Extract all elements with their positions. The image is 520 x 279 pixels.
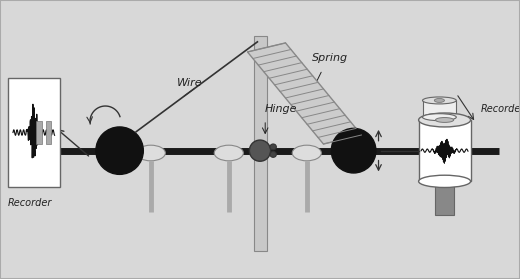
Ellipse shape [270, 144, 276, 150]
Circle shape [136, 145, 165, 161]
Ellipse shape [434, 98, 445, 102]
Text: Hinge: Hinge [265, 104, 297, 114]
Text: Spring: Spring [312, 53, 348, 63]
Ellipse shape [419, 175, 471, 187]
Text: Wire: Wire [177, 78, 202, 88]
Bar [422, 100, 457, 117]
Ellipse shape [331, 128, 376, 173]
Ellipse shape [96, 127, 144, 174]
Circle shape [292, 145, 321, 161]
Ellipse shape [435, 117, 453, 122]
Bar [36, 121, 42, 144]
Bar [254, 36, 267, 251]
Ellipse shape [419, 113, 471, 127]
Ellipse shape [422, 97, 457, 104]
Bar [419, 120, 471, 181]
Text: Recorder: Recorder [8, 198, 52, 208]
Ellipse shape [250, 140, 270, 161]
Polygon shape [248, 43, 361, 144]
Bar [435, 181, 454, 215]
Ellipse shape [422, 114, 457, 121]
Bar [8, 78, 60, 187]
Bar [46, 121, 51, 144]
Circle shape [214, 145, 243, 161]
Ellipse shape [270, 151, 276, 157]
Text: Recorder: Recorder [481, 104, 520, 114]
